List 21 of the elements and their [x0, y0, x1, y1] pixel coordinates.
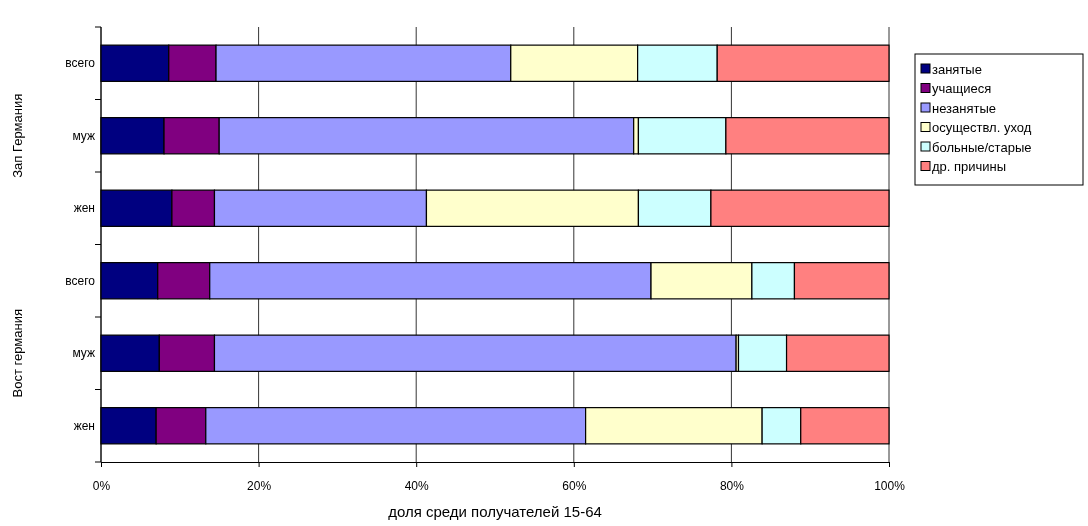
- x-tick-label: 20%: [247, 478, 272, 493]
- legend-label: занятые: [932, 61, 982, 77]
- x-tick-label: 100%: [874, 478, 906, 493]
- legend-label: др. причины: [932, 159, 1007, 175]
- y-tick-label: жен: [73, 418, 95, 433]
- legend-label: незанятые: [932, 100, 997, 116]
- text: Зап Германия: [10, 93, 25, 178]
- x-tick-label: 40%: [404, 478, 430, 493]
- text: Вост германия: [10, 308, 25, 398]
- x-tick-label: 60%: [562, 478, 587, 493]
- legend-label: осуществл. уход: [932, 120, 1032, 136]
- y-tick-label: жен: [73, 201, 95, 216]
- legend-label: учащиеся: [932, 81, 992, 97]
- x-tick-label: 0%: [92, 478, 111, 493]
- y-tick-label: всего: [65, 273, 96, 288]
- x-axis-title: доля среди получателей 15-64: [388, 503, 602, 520]
- y-tick-label: муж: [72, 128, 95, 143]
- y-tick-label: муж: [72, 346, 95, 361]
- x-tick-label: 80%: [719, 478, 745, 493]
- legend-label: больные/старые: [932, 139, 1032, 155]
- y-tick-label: всего: [65, 56, 96, 71]
